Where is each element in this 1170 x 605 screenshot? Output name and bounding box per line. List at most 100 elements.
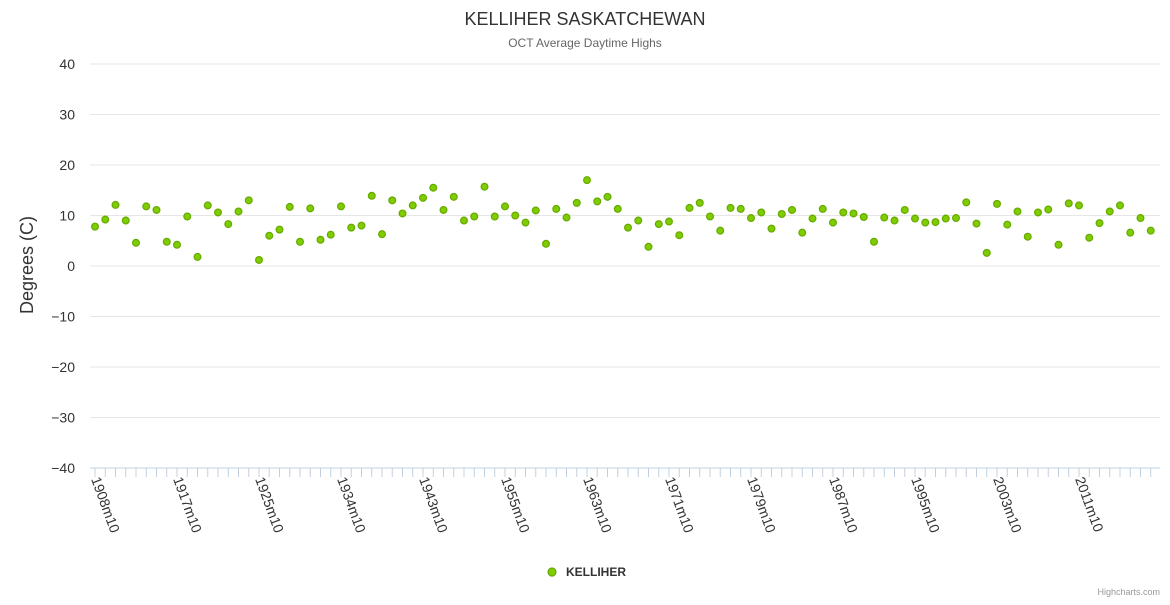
data-point[interactable] xyxy=(818,204,827,213)
data-point[interactable] xyxy=(685,203,694,212)
data-point[interactable] xyxy=(777,209,786,218)
data-point[interactable] xyxy=(552,204,561,213)
data-point[interactable] xyxy=(1023,232,1032,241)
data-point[interactable] xyxy=(982,248,991,257)
data-point[interactable] xyxy=(501,202,510,211)
data-point[interactable] xyxy=(490,212,499,221)
data-point[interactable] xyxy=(429,183,438,192)
data-point[interactable] xyxy=(921,218,930,227)
data-point[interactable] xyxy=(142,202,151,211)
data-point[interactable] xyxy=(203,201,212,210)
data-point[interactable] xyxy=(634,216,643,225)
data-point[interactable] xyxy=(644,242,653,251)
legend-item-kelliher[interactable]: KELLIHER xyxy=(547,565,626,579)
data-point[interactable] xyxy=(828,218,837,227)
data-point[interactable] xyxy=(111,200,120,209)
data-point[interactable] xyxy=(460,216,469,225)
data-point[interactable] xyxy=(880,213,889,222)
data-point[interactable] xyxy=(869,237,878,246)
data-point[interactable] xyxy=(224,220,233,229)
data-point[interactable] xyxy=(347,223,356,232)
data-point[interactable] xyxy=(1105,207,1114,216)
data-point[interactable] xyxy=(285,202,294,211)
data-point[interactable] xyxy=(101,215,110,224)
data-point[interactable] xyxy=(941,214,950,223)
data-point[interactable] xyxy=(808,214,817,223)
data-point[interactable] xyxy=(449,192,458,201)
data-point[interactable] xyxy=(972,219,981,228)
data-point[interactable] xyxy=(326,230,335,239)
data-point[interactable] xyxy=(398,209,407,218)
data-point[interactable] xyxy=(582,176,591,185)
data-point[interactable] xyxy=(716,226,725,235)
data-point[interactable] xyxy=(1013,207,1022,216)
data-point[interactable] xyxy=(1136,214,1145,223)
data-point[interactable] xyxy=(562,213,571,222)
data-point[interactable] xyxy=(439,205,448,214)
data-point[interactable] xyxy=(408,201,417,210)
data-point[interactable] xyxy=(623,223,632,232)
data-point[interactable] xyxy=(736,204,745,213)
data-point[interactable] xyxy=(951,214,960,223)
data-point[interactable] xyxy=(654,220,663,229)
data-point[interactable] xyxy=(367,191,376,200)
data-point[interactable] xyxy=(1044,205,1053,214)
credits-link[interactable]: Highcharts.com xyxy=(1097,587,1160,597)
data-point[interactable] xyxy=(1095,219,1104,228)
data-point[interactable] xyxy=(541,239,550,248)
data-point[interactable] xyxy=(890,216,899,225)
data-point[interactable] xyxy=(613,204,622,213)
data-point[interactable] xyxy=(1003,220,1012,229)
data-point[interactable] xyxy=(121,216,130,225)
data-point[interactable] xyxy=(1054,240,1063,249)
data-point[interactable] xyxy=(992,199,1001,208)
data-point[interactable] xyxy=(521,218,530,227)
data-point[interactable] xyxy=(234,207,243,216)
data-point[interactable] xyxy=(900,205,909,214)
data-point[interactable] xyxy=(275,225,284,234)
data-point[interactable] xyxy=(675,231,684,240)
data-point[interactable] xyxy=(152,205,161,214)
data-point[interactable] xyxy=(603,192,612,201)
data-point[interactable] xyxy=(705,212,714,221)
data-point[interactable] xyxy=(193,252,202,261)
data-point[interactable] xyxy=(593,197,602,206)
data-point[interactable] xyxy=(1085,233,1094,242)
data-point[interactable] xyxy=(316,235,325,244)
data-point[interactable] xyxy=(787,205,796,214)
data-point[interactable] xyxy=(1064,199,1073,208)
data-point[interactable] xyxy=(757,208,766,217)
data-point[interactable] xyxy=(90,222,99,231)
data-point[interactable] xyxy=(378,230,387,239)
data-point[interactable] xyxy=(798,228,807,237)
data-point[interactable] xyxy=(244,196,253,205)
data-point[interactable] xyxy=(214,208,223,217)
data-point[interactable] xyxy=(132,238,141,247)
data-point[interactable] xyxy=(572,198,581,207)
data-point[interactable] xyxy=(470,212,479,221)
data-point[interactable] xyxy=(162,237,171,246)
data-point[interactable] xyxy=(726,203,735,212)
data-point[interactable] xyxy=(962,198,971,207)
data-point[interactable] xyxy=(173,240,182,249)
data-point[interactable] xyxy=(296,237,305,246)
data-point[interactable] xyxy=(183,212,192,221)
data-point[interactable] xyxy=(337,202,346,211)
data-point[interactable] xyxy=(1074,201,1083,210)
data-point[interactable] xyxy=(511,211,520,220)
data-point[interactable] xyxy=(265,231,274,240)
data-point[interactable] xyxy=(255,255,264,264)
data-point[interactable] xyxy=(859,213,868,222)
data-point[interactable] xyxy=(695,198,704,207)
data-point[interactable] xyxy=(767,224,776,233)
series-kelliher-points[interactable] xyxy=(90,176,1155,264)
data-point[interactable] xyxy=(306,204,315,213)
data-point[interactable] xyxy=(1146,226,1155,235)
data-point[interactable] xyxy=(746,214,755,223)
data-point[interactable] xyxy=(531,206,540,215)
data-point[interactable] xyxy=(1115,201,1124,210)
data-point[interactable] xyxy=(931,218,940,227)
legend-label[interactable]: KELLIHER xyxy=(566,565,626,579)
data-point[interactable] xyxy=(664,217,673,226)
data-point[interactable] xyxy=(388,196,397,205)
